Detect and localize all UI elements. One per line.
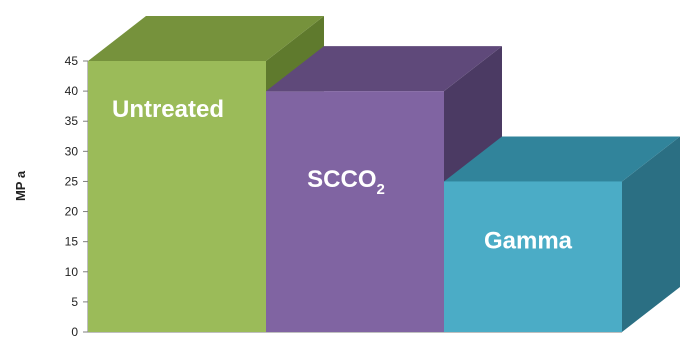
bar-label-subscript: 2 — [377, 181, 385, 198]
bar-front-face — [88, 61, 266, 332]
bar-label-main: Untreated — [112, 96, 224, 123]
bar-label-gamma: Gamma — [484, 227, 573, 254]
bar-front-face — [266, 91, 444, 332]
bar-scco2 — [266, 46, 502, 332]
y-tick-label: 10 — [65, 265, 79, 279]
axis-layer: 0 5 10 15 20 25 30 35 40 45 MP a — [13, 54, 622, 337]
bar-top-face — [444, 136, 680, 182]
y-tick-label: 15 — [65, 235, 79, 249]
bar-label-main: Gamma — [484, 227, 573, 254]
bar-front-face — [444, 181, 622, 332]
y-tick-label: 40 — [65, 84, 79, 98]
y-tick-label: 30 — [65, 144, 79, 158]
y-tick-label: 35 — [65, 114, 79, 128]
bar-label-scco2: SCCO2 — [307, 166, 385, 198]
labels-layer: Untreated SCCO2 Gamma — [112, 96, 573, 254]
y-tick-label: 5 — [71, 295, 78, 309]
bar-top-face — [266, 46, 502, 92]
bar-top-face — [88, 16, 324, 61]
y-tick-label: 0 — [71, 325, 78, 337]
y-tick-label: 25 — [65, 174, 79, 188]
y-tick-label: 20 — [65, 205, 79, 219]
bar-side-face — [622, 136, 680, 332]
bars-layer — [88, 16, 680, 332]
y-axis-title: MP a — [13, 170, 28, 201]
bar-label-untreated: Untreated — [112, 96, 224, 123]
y-tick-label: 45 — [65, 54, 79, 68]
bar-gamma — [444, 136, 680, 332]
bar-label-main: SCCO — [307, 166, 376, 193]
